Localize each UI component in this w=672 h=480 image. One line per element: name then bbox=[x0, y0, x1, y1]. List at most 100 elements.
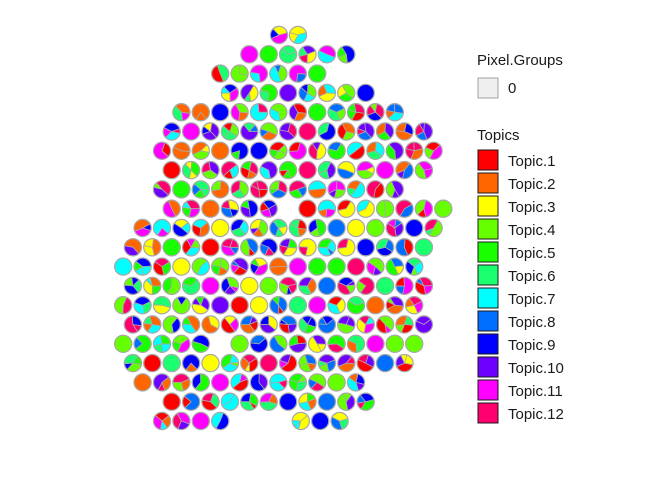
spot-pie-192 bbox=[278, 315, 298, 334]
spot-pie-236 bbox=[249, 373, 269, 392]
spot-pie-24-outline bbox=[210, 102, 230, 122]
spot-pie-112 bbox=[288, 218, 307, 238]
spot-pie-233-outline bbox=[191, 373, 210, 392]
spot-pie-164 bbox=[356, 276, 375, 296]
spot-pie-120-outline bbox=[123, 238, 143, 257]
spot-pie-51 bbox=[210, 141, 230, 160]
spot-pie-144-slice-0 bbox=[269, 266, 288, 276]
spot-pie-78-outline bbox=[172, 180, 191, 199]
spot-pie-93-slice-3 bbox=[228, 199, 239, 211]
spot-pie-141-outline bbox=[210, 257, 230, 276]
spot-pie-187-outline bbox=[181, 315, 201, 334]
spot-pie-85-slice-1 bbox=[308, 188, 327, 199]
spot-pie-102 bbox=[414, 199, 434, 218]
spot-pie-140-outline bbox=[191, 257, 210, 276]
spot-pie-170 bbox=[152, 296, 172, 315]
spot-pie-223 bbox=[278, 353, 298, 373]
topics-legend-key-9 bbox=[477, 333, 499, 355]
spot-pie-146-outline bbox=[308, 257, 327, 276]
spot-pie-241-outline bbox=[346, 373, 366, 392]
spot-pie-63 bbox=[162, 160, 181, 180]
spot-pie-72 bbox=[337, 160, 356, 180]
spot-pie-66-outline bbox=[220, 160, 240, 180]
spot-pie-42 bbox=[317, 122, 337, 141]
spot-pie-13-outline bbox=[308, 64, 327, 83]
spot-pie-114 bbox=[327, 218, 346, 238]
spot-pie-16-outline bbox=[259, 83, 278, 103]
spot-pie-138-outline bbox=[152, 257, 172, 276]
spot-pie-44 bbox=[356, 122, 375, 141]
spot-pie-118-outline bbox=[405, 218, 424, 238]
spot-pie-210 bbox=[327, 334, 346, 353]
spot-pie-136-outline bbox=[113, 257, 133, 276]
spot-pie-228-outline bbox=[375, 353, 395, 373]
spot-pie-73-outline bbox=[356, 160, 375, 180]
spot-pie-208-outline bbox=[288, 334, 307, 353]
spot-pie-150 bbox=[385, 257, 404, 276]
spot-pie-58-outline bbox=[346, 141, 366, 160]
topics-legend-label-1: Topic.1 bbox=[508, 153, 556, 170]
spot-pie-60-outline bbox=[385, 141, 404, 160]
topics-legend-label-5: Topic.5 bbox=[508, 245, 556, 262]
spot-pie-132 bbox=[356, 238, 375, 257]
spot-pie-117-outline bbox=[385, 218, 404, 238]
spot-pie-180 bbox=[346, 296, 366, 315]
spot-pie-48-outline bbox=[152, 141, 172, 160]
spot-pie-51-outline bbox=[210, 141, 230, 160]
spot-pie-25-outline bbox=[230, 102, 249, 122]
spot-pie-249 bbox=[298, 392, 317, 411]
spot-pie-147-outline bbox=[327, 257, 346, 276]
spot-pie-45 bbox=[375, 122, 395, 141]
spot-pie-227-outline bbox=[356, 353, 375, 373]
pixel-groups-legend: Pixel.Groups 0 bbox=[477, 52, 563, 99]
spot-pie-38 bbox=[240, 122, 259, 141]
spot-pie-118 bbox=[405, 218, 424, 238]
spot-pie-197-outline bbox=[375, 315, 395, 334]
spot-pie-192-outline bbox=[278, 315, 298, 334]
spot-pie-151-outline bbox=[405, 257, 424, 276]
spot-pie-162 bbox=[317, 276, 337, 296]
spot-pie-75-outline bbox=[395, 160, 414, 180]
spot-pie-148-outline bbox=[346, 257, 366, 276]
spot-pie-244 bbox=[201, 392, 220, 411]
spot-pie-164-outline bbox=[356, 276, 375, 296]
spot-pie-172-outline bbox=[191, 296, 210, 315]
topics-legend-key-4 bbox=[477, 218, 499, 240]
spot-pie-248-outline bbox=[278, 392, 298, 411]
spot-pie-99 bbox=[356, 199, 375, 218]
topics-legend: Topics Topic.1 Topic.2 Topic.3 Topic.4 Topic… bbox=[477, 127, 564, 424]
spot-pie-18-outline bbox=[298, 83, 317, 103]
spot-pie-121 bbox=[143, 238, 162, 257]
spot-pie-97 bbox=[317, 199, 337, 218]
spot-pie-149 bbox=[366, 257, 385, 276]
spot-pie-26 bbox=[249, 102, 269, 122]
spot-pie-88 bbox=[366, 180, 385, 199]
spot-pie-93-outline bbox=[220, 199, 240, 218]
spot-pie-47 bbox=[414, 122, 434, 141]
spot-pie-258 bbox=[311, 411, 330, 431]
spot-pie-167 bbox=[414, 276, 434, 296]
spot-pie-239 bbox=[308, 373, 327, 392]
spot-pie-231-outline bbox=[152, 373, 172, 392]
spot-pie-233 bbox=[191, 373, 210, 392]
spot-pie-199 bbox=[414, 315, 434, 334]
spot-pie-5-outline bbox=[298, 45, 317, 64]
spot-pie-195 bbox=[337, 315, 356, 334]
spot-pie-89-outline bbox=[385, 180, 404, 199]
spot-pie-234-outline bbox=[210, 373, 230, 392]
spot-pie-20 bbox=[337, 83, 356, 103]
spot-pie-247-slice-1 bbox=[259, 401, 278, 411]
spot-pie-75 bbox=[395, 160, 414, 180]
spot-pie-49-outline bbox=[172, 141, 191, 160]
spot-pie-247 bbox=[259, 392, 278, 411]
spot-pie-59-outline bbox=[366, 141, 385, 160]
spot-pie-45-outline bbox=[375, 122, 395, 141]
spot-pie-144-outline bbox=[269, 257, 288, 276]
spot-pie-232 bbox=[172, 373, 191, 392]
spot-pie-74-outline bbox=[375, 160, 395, 180]
spot-pie-8-outline bbox=[210, 64, 230, 83]
spot-pie-147 bbox=[327, 257, 346, 276]
spot-pie-154 bbox=[162, 276, 181, 296]
spot-pie-97-outline bbox=[317, 199, 337, 218]
